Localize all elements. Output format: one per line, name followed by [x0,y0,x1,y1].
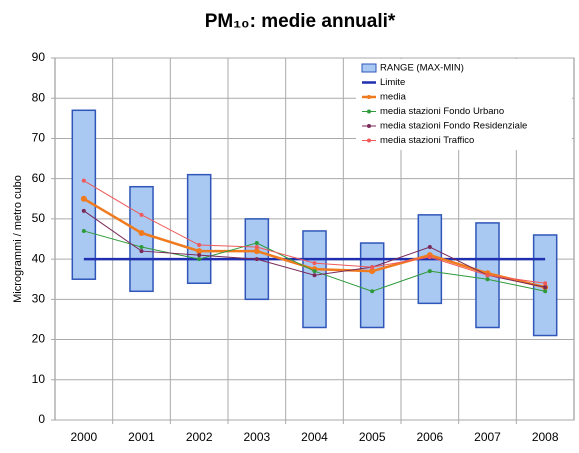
x-tick-label: 2007 [474,430,501,444]
legend-label: Limite [380,77,405,88]
legend-label: media [380,92,407,103]
range-bar [71,109,97,280]
point [485,277,490,282]
y-tick-label: 10 [32,372,46,386]
point [254,241,259,246]
point [139,249,144,254]
range-bar [129,185,154,293]
point [312,273,317,278]
chart-title: PM₁₀: medie annuali* [205,11,396,32]
point [139,245,144,250]
y-tick-label: 30 [32,292,46,306]
range-bar [302,230,327,329]
y-tick-label: 80 [32,90,46,104]
point [369,268,376,275]
legend-marker [367,124,371,128]
y-tick-label: 60 [32,171,46,185]
legend-swatch [361,63,377,73]
x-tick-label: 2005 [359,430,386,444]
point [312,269,317,274]
point [139,212,144,217]
point [197,253,202,258]
point [81,208,86,213]
point [427,245,432,250]
y-tick-label: 20 [32,332,46,346]
legend-marker [367,138,371,143]
point [370,265,375,270]
y-tick-label: 50 [32,211,46,225]
point [253,248,260,255]
point [196,248,203,255]
point [138,229,145,236]
point [543,281,548,286]
point [543,289,548,294]
x-tick-label: 2001 [128,430,155,444]
legend-marker [367,95,371,99]
point [81,228,86,233]
point [81,178,86,183]
legend-label: media stazioni Fondo Urbano [380,106,504,117]
legend-label: media stazioni Fondo Residenziale [380,121,527,132]
point [197,243,202,248]
point [80,195,87,202]
y-tick-label: 0 [38,412,45,426]
x-tick-label: 2003 [243,430,270,444]
point [427,269,432,274]
point [254,245,259,250]
point [543,285,548,290]
range-bar [186,173,212,284]
range-bar [359,242,385,329]
y-tick-label: 90 [32,50,46,64]
legend-label: media stazioni Traffico [380,135,474,146]
point [485,273,490,278]
y-axis-label: Microgrammi / metro cubo [12,175,24,303]
point [312,261,317,266]
legend-marker [367,109,371,114]
point [427,255,432,260]
legend-label: RANGE (MAX-MIN) [380,63,464,74]
point [254,257,259,262]
x-tick-label: 2004 [301,430,328,444]
legend-box [356,59,572,150]
point [370,289,375,294]
point [197,257,202,262]
x-tick-label: 2000 [70,430,97,444]
x-tick-label: 2006 [416,430,443,444]
y-tick-label: 70 [32,131,46,145]
y-tick-label: 40 [32,251,46,265]
x-tick-label: 2008 [532,430,559,444]
x-tick-label: 2002 [186,430,213,444]
